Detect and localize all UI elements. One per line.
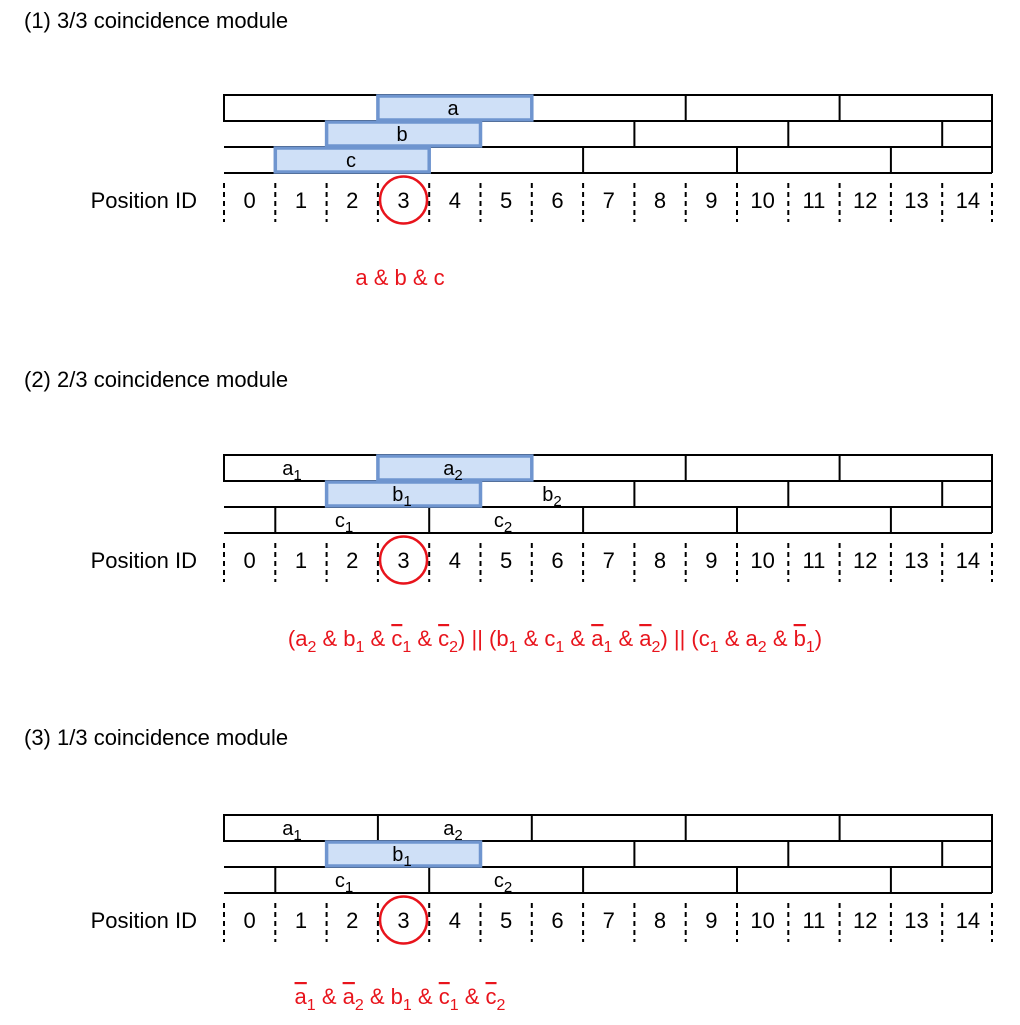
cell-row <box>223 814 993 842</box>
position-id: 7 <box>603 548 615 573</box>
row-outline <box>223 94 993 122</box>
position-id: 4 <box>449 548 461 573</box>
row-outline <box>223 454 993 482</box>
position-id: 6 <box>551 188 563 213</box>
position-id: 0 <box>244 548 256 573</box>
position-id: 8 <box>654 908 666 933</box>
highlighted-cell <box>273 146 431 174</box>
cell-row <box>223 94 993 122</box>
position-id: 14 <box>956 188 980 213</box>
cell-label: c <box>346 150 356 172</box>
position-id: 13 <box>904 188 928 213</box>
cell-label: a2 <box>443 818 462 844</box>
highlighted-cell <box>324 120 483 148</box>
position-id-label: Position ID <box>91 548 197 573</box>
module-1-title: (1) 3/3 coincidence module <box>24 8 289 33</box>
position-id: 13 <box>904 548 928 573</box>
module-3-title: (3) 1/3 coincidence module <box>24 725 289 750</box>
cell-label: a1 <box>282 458 301 484</box>
position-id: 9 <box>705 908 717 933</box>
highlighted-cell <box>324 840 483 868</box>
position-id: 11 <box>803 908 826 933</box>
position-id: 3 <box>397 188 409 213</box>
position-id: 14 <box>956 548 980 573</box>
position-id: 1 <box>295 908 307 933</box>
position-id-label: Position ID <box>91 188 197 213</box>
highlight-circle <box>378 895 429 945</box>
module-2-title: (2) 2/3 coincidence module <box>24 367 289 392</box>
position-id: 12 <box>853 188 877 213</box>
cell-label: a <box>447 98 459 120</box>
position-id: 12 <box>853 548 877 573</box>
cell-label: c2 <box>494 870 512 896</box>
position-id: 5 <box>500 188 512 213</box>
cell-label: b <box>396 124 407 146</box>
highlighted-cell <box>376 454 534 482</box>
cell-row <box>223 454 993 482</box>
logic-equation: (a2 & b1 & c1 & c2) || (b1 & c1 & a1 & a… <box>288 626 822 656</box>
highlighted-cell <box>324 480 483 508</box>
logic-equation: a & b & c <box>355 265 444 290</box>
cell-label: b1 <box>392 484 411 510</box>
position-id: 8 <box>654 188 666 213</box>
position-id: 3 <box>397 548 409 573</box>
cell-row <box>224 507 993 534</box>
position-id: 4 <box>449 908 461 933</box>
position-id: 5 <box>500 548 512 573</box>
position-id: 11 <box>803 548 826 573</box>
position-id: 6 <box>551 548 563 573</box>
position-id: 2 <box>346 548 358 573</box>
cell-label: c2 <box>494 510 512 536</box>
position-id: 9 <box>705 188 717 213</box>
position-id: 0 <box>244 188 256 213</box>
logic-equation: a1 & a2 & b1 & c1 & c2 <box>295 984 506 1014</box>
position-id-label: Position ID <box>91 908 197 933</box>
cell-label: b1 <box>392 844 411 870</box>
position-id: 8 <box>654 548 666 573</box>
position-id: 10 <box>750 548 774 573</box>
position-id: 7 <box>603 908 615 933</box>
position-id: 1 <box>295 548 307 573</box>
highlight-circle <box>378 175 429 225</box>
highlight-circle <box>378 535 429 585</box>
highlighted-cell <box>376 94 534 122</box>
cell-label: a2 <box>443 458 462 484</box>
position-id: 6 <box>551 908 563 933</box>
position-id: 10 <box>750 188 774 213</box>
cell-label: b2 <box>542 484 561 510</box>
cell-row <box>224 867 993 894</box>
cell-label: c1 <box>335 510 353 536</box>
row-outline <box>223 814 993 842</box>
position-id: 14 <box>956 908 980 933</box>
position-id: 4 <box>449 188 461 213</box>
position-id: 10 <box>750 908 774 933</box>
position-id: 12 <box>853 908 877 933</box>
position-id: 13 <box>904 908 928 933</box>
position-id: 9 <box>705 548 717 573</box>
position-id: 2 <box>346 908 358 933</box>
cell-label: a1 <box>282 818 301 844</box>
position-id: 5 <box>500 908 512 933</box>
cell-label: c1 <box>335 870 353 896</box>
position-id: 0 <box>244 908 256 933</box>
position-id: 2 <box>346 188 358 213</box>
position-id: 1 <box>295 188 307 213</box>
position-id: 11 <box>803 188 826 213</box>
position-id: 7 <box>603 188 615 213</box>
position-id: 3 <box>397 908 409 933</box>
